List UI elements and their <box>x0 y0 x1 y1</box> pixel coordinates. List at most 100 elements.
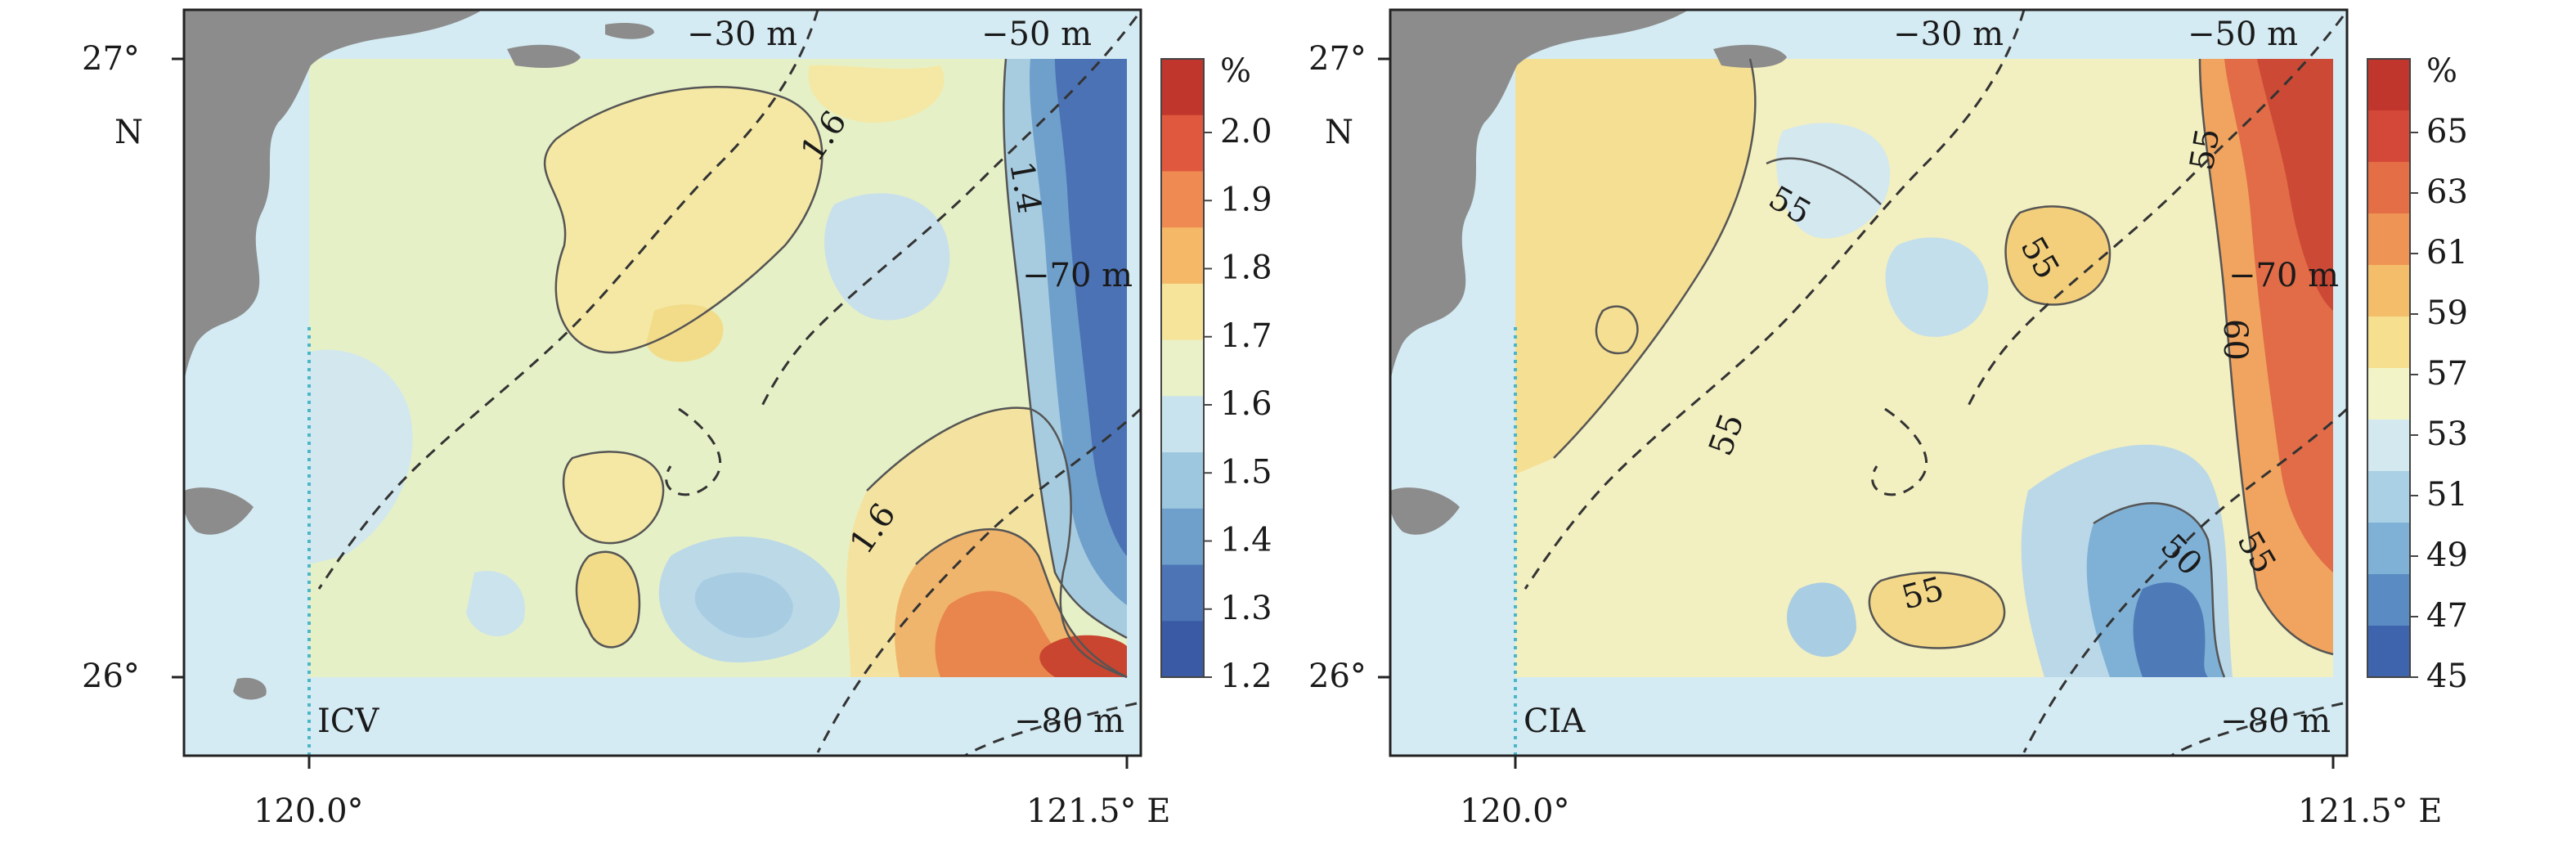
field-zone-blue <box>1885 237 1989 337</box>
colorbar-swatch <box>2367 368 2410 420</box>
field-zone-yellow <box>577 551 640 648</box>
colorbar-tick-label: 53 <box>2426 415 2468 453</box>
colorbar-tick-label: 57 <box>2426 355 2468 393</box>
colorbar-swatch <box>2367 626 2410 678</box>
colorbar-cia: % 65 63 61 59 57 53 51 49 47 45 <box>2367 52 2468 695</box>
depth-label-70m: −70 m <box>2228 257 2339 294</box>
colorbar-tick-label: 1.5 <box>1220 453 1272 491</box>
colorbar-swatch <box>1161 171 1204 228</box>
colorbar-tick-label: 1.4 <box>1220 522 1272 559</box>
isobath-30m <box>1524 10 2026 590</box>
colorbar-tick-label: 1.6 <box>1220 385 1272 423</box>
colorbar-swatch <box>2367 162 2410 214</box>
isobath-80m <box>2170 702 2344 756</box>
colorbar-swatch <box>1161 283 1204 341</box>
lon-right-label: 121.5° E <box>1026 792 1170 830</box>
colorbar-swatch <box>1161 339 1204 397</box>
land-mass <box>1390 10 1689 384</box>
colorbar-swatch <box>2367 420 2410 472</box>
colorbar-swatch <box>2367 523 2410 575</box>
isobaths <box>317 10 1141 756</box>
panel-label-icv: ICV <box>317 703 379 740</box>
field-zone-yellow <box>808 65 945 123</box>
colorbar-swatch <box>1161 227 1204 285</box>
lat-bottom-label: 26° <box>1308 658 1367 695</box>
field-zone-yellow <box>1869 572 2005 649</box>
colorbar-swatch <box>1161 508 1204 566</box>
land-island <box>605 23 654 39</box>
lat-top-label: 27° <box>1308 40 1367 78</box>
field-zone-blue <box>1787 582 1856 658</box>
depth-label-80m: −80 m <box>1014 703 1124 740</box>
colorbar-swatch <box>1161 59 1204 116</box>
isobath-50m <box>759 16 1138 410</box>
colorbar-swatch <box>2367 59 2410 111</box>
lat-bottom-label: 26° <box>82 658 140 695</box>
colorbar-tick-label: 1.9 <box>1220 181 1272 218</box>
lat-top-label: 27° <box>82 40 140 78</box>
depth-label-30m: −30 m <box>1893 16 2004 53</box>
field-zone-yellow <box>563 451 664 544</box>
lat-unit-label: N <box>114 114 143 151</box>
lon-left-label: 120.0° <box>254 792 364 830</box>
field-zone-blue <box>309 349 413 564</box>
colorbar-tick-label: 1.8 <box>1220 249 1272 287</box>
lat-unit-label: N <box>1325 114 1353 151</box>
depth-label-50m: −50 m <box>2188 16 2298 53</box>
colorbar-swatch <box>1161 564 1204 622</box>
colorbar-swatch <box>2367 265 2410 317</box>
field-zone-blue <box>694 572 793 638</box>
colorbar-swatch <box>2367 471 2410 523</box>
colorbar-tick-label: 45 <box>2426 658 2468 695</box>
colorbar-icv: % 2.0 1.9 1.8 1.7 1.6 1.5 1.4 1.3 1.2 <box>1160 52 1272 695</box>
colorbar-tick-label: 1.2 <box>1220 658 1272 695</box>
cia-field <box>1515 59 2333 677</box>
colorbar-swatch <box>2367 110 2410 163</box>
map-panel-icv: 1.6 1.4 1.6 −30 m −50 m −70 m −80 m ICV … <box>82 8 1272 830</box>
colorbar-frame <box>1160 58 1205 678</box>
contour-label: 60 <box>2216 319 2254 361</box>
land-mass <box>184 10 482 384</box>
colorbar-tick-label: 49 <box>2426 536 2468 574</box>
colorbar-swatch <box>1161 452 1204 510</box>
field-zone-blue <box>824 193 950 321</box>
field-zone-yellow <box>646 304 724 362</box>
field-zone-yellow <box>2005 206 2110 305</box>
isobath-80m <box>964 702 1138 756</box>
colorbar-tick-label: 2.0 <box>1220 113 1272 150</box>
land-island <box>233 677 267 700</box>
panel-label-cia: CIA <box>1524 703 1586 740</box>
icv-field <box>309 59 1127 677</box>
map-frame <box>182 8 1142 757</box>
colorbar-frame <box>2367 58 2411 678</box>
colorbar-swatch <box>2367 316 2410 369</box>
contour-label: 1.4 <box>1002 159 1048 217</box>
depth-label-30m: −30 m <box>687 16 797 53</box>
colorbar-swatch <box>1161 114 1204 172</box>
colorbar-swatch <box>2367 213 2410 266</box>
map-frame <box>1389 8 2349 757</box>
colorbar-tick-label: 61 <box>2426 234 2468 272</box>
depth-label-80m: −80 m <box>2220 703 2331 740</box>
land-island <box>184 487 254 535</box>
contour-label: 55 <box>2183 126 2228 173</box>
field-zone-blue <box>466 571 525 637</box>
land-island <box>507 44 581 68</box>
colorbar-tick-label: 59 <box>2426 294 2468 332</box>
isobath-50m <box>1965 16 2345 410</box>
colorbar-swatch <box>1161 621 1204 678</box>
land-island <box>1713 44 1787 68</box>
colorbar-tick-label: 65 <box>2426 113 2468 150</box>
field-zone-blue <box>1776 123 1891 239</box>
colorbar-tick-label: 47 <box>2426 597 2468 635</box>
colorbar-tick-label: 1.7 <box>1220 317 1272 355</box>
colorbar-swatch <box>1161 396 1204 453</box>
colorbar-unit: % <box>1220 52 1251 90</box>
colorbar-unit: % <box>2426 52 2457 90</box>
contour-lines <box>1553 58 2334 678</box>
field-zone-blue <box>2133 582 2208 677</box>
lon-right-label: 121.5° E <box>2298 792 2442 830</box>
colorbar-tick-label: 1.3 <box>1220 590 1272 627</box>
colorbar-tick-label: 63 <box>2426 173 2468 211</box>
contour-lines <box>543 58 1128 679</box>
